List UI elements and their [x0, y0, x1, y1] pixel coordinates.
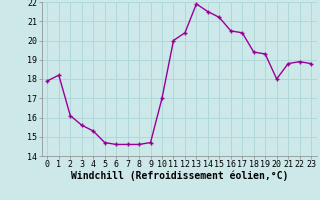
X-axis label: Windchill (Refroidissement éolien,°C): Windchill (Refroidissement éolien,°C)	[70, 171, 288, 181]
